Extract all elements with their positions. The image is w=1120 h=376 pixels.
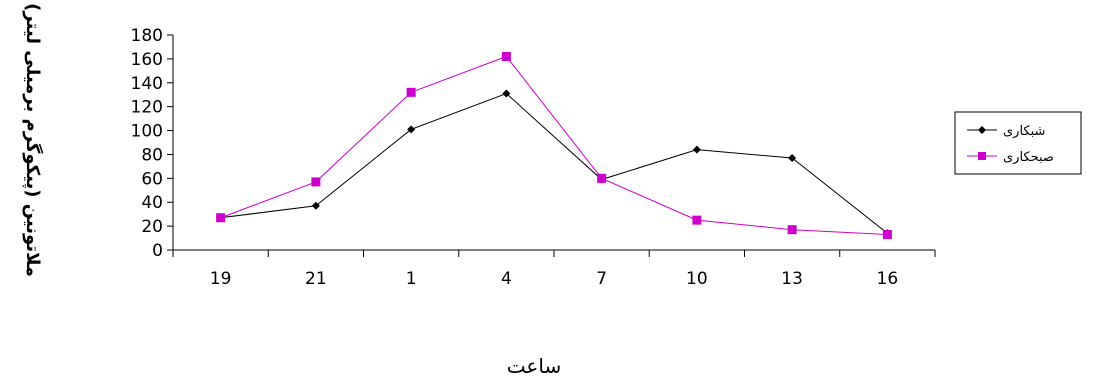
x-tick-label: 7 bbox=[596, 269, 607, 289]
y-tick-label: 120 bbox=[131, 98, 163, 118]
y-tick-label: 180 bbox=[131, 26, 163, 46]
data-point bbox=[406, 87, 416, 97]
y-tick-label: 40 bbox=[141, 193, 163, 213]
series-1 bbox=[216, 89, 892, 238]
x-axis-title: ساعت bbox=[507, 354, 561, 376]
y-tick-label: 20 bbox=[141, 217, 163, 237]
legend-box bbox=[954, 111, 1082, 175]
legend-label: شبکاری bbox=[1003, 124, 1045, 139]
y-tick-label: 80 bbox=[141, 145, 163, 165]
data-point bbox=[311, 201, 320, 210]
y-tick-label: 0 bbox=[152, 241, 163, 261]
legend-label: صبحکاری bbox=[1003, 150, 1054, 165]
series-line bbox=[220, 55, 888, 235]
series-layer bbox=[216, 52, 892, 239]
legend-swatch-marker bbox=[978, 126, 986, 134]
y-tick-label: 140 bbox=[131, 74, 163, 94]
data-point bbox=[407, 125, 416, 134]
data-point bbox=[692, 145, 701, 154]
data-point bbox=[597, 173, 607, 183]
y-tick-label: 60 bbox=[141, 169, 163, 189]
y-axis-title: ملاتونین (پیکوگرم برمیلی لیتر) bbox=[22, 3, 44, 277]
x-tick-label: 4 bbox=[501, 269, 512, 289]
y-tick-label: 160 bbox=[131, 50, 163, 70]
y-tick-label: 100 bbox=[131, 122, 163, 142]
x-tick-label: 19 bbox=[210, 269, 232, 289]
data-point bbox=[502, 89, 511, 98]
x-tick-label: 21 bbox=[305, 269, 327, 289]
series-line bbox=[220, 92, 888, 234]
data-point bbox=[787, 225, 797, 235]
data-point bbox=[692, 215, 702, 225]
x-axis: 19 21 1 4 7 10 13 16 bbox=[172, 249, 936, 289]
legend-swatch-marker bbox=[978, 152, 986, 160]
y-axis: 0 20 40 60 80 100 120 140 160 180 bbox=[131, 26, 174, 261]
x-tick-label: 10 bbox=[686, 269, 708, 289]
data-point bbox=[882, 229, 892, 239]
data-point bbox=[788, 154, 797, 163]
data-point bbox=[311, 177, 321, 187]
series-2 bbox=[216, 52, 892, 239]
legend: شبکاری صبحکاری bbox=[954, 111, 1082, 175]
x-tick-label: 13 bbox=[781, 269, 803, 289]
x-tick-label: 16 bbox=[877, 269, 899, 289]
data-point bbox=[501, 52, 511, 61]
x-tick-label: 1 bbox=[406, 269, 417, 289]
data-point bbox=[216, 213, 226, 223]
